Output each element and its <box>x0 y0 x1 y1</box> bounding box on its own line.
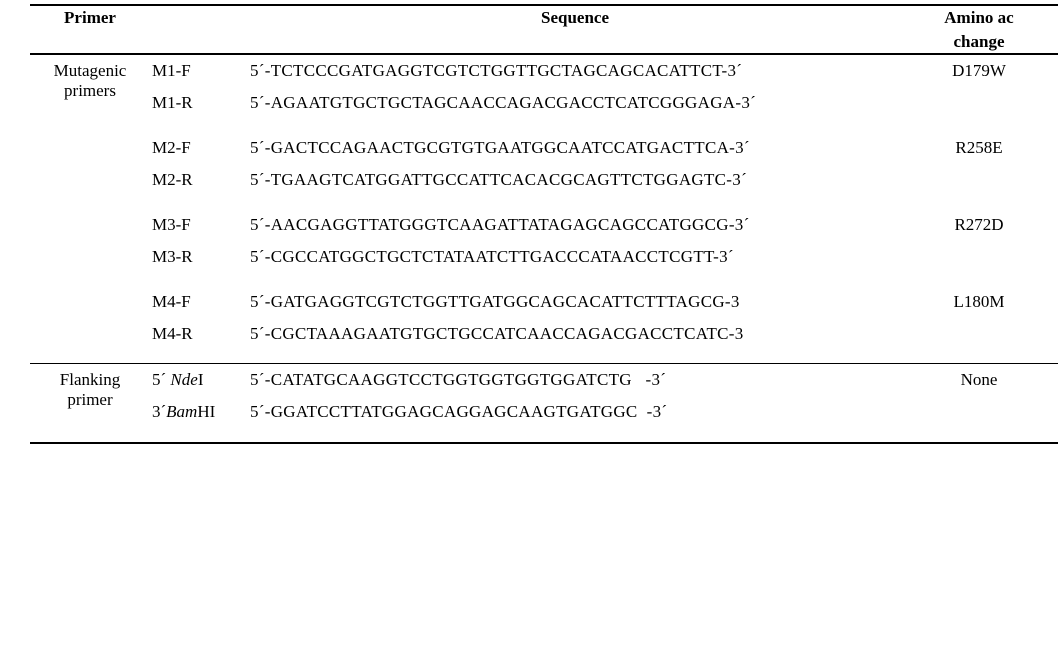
row-spacer <box>30 428 1058 443</box>
enzyme-pre: 5´ <box>152 370 170 389</box>
primer-name: M1-R <box>150 87 250 119</box>
group-label: Mutagenic primers <box>30 54 150 118</box>
table-row: 3´BamHI 5´-GGATCCTTATGGAGCAGGAGCAAGTGATG… <box>30 396 1058 428</box>
table-row: M4-F 5´-GATGAGGTCGTCTGGTTGATGGCAGCACATTC… <box>30 286 1058 318</box>
primer-sequence: 5´-CGCCATGGCTGCTCTATAATCTTGACCCATAACCTCG… <box>250 241 900 273</box>
table-row: Mutagenic primers M1-F 5´-TCTCCCGATGAGGT… <box>30 54 1058 87</box>
group-label: Flanking primer <box>30 364 150 428</box>
table-row: M4-R 5´-CGCTAAAGAATGTGCTGCCATCAACCAGACGA… <box>30 318 1058 350</box>
primer-sequence: 5´-TCTCCCGATGAGGTCGTCTGGTTGCTAGCAGCACATT… <box>250 54 900 87</box>
group-label-line: primers <box>64 81 116 100</box>
primer-name: M4-F <box>150 286 250 318</box>
enzyme-pre: 3´ <box>152 402 166 421</box>
table-row: M2-F 5´-GACTCCAGAACTGCGTGTGAATGGCAATCCAT… <box>30 132 1058 164</box>
col-header-blank <box>150 5 250 30</box>
col-header-sequence: Sequence <box>250 5 900 30</box>
group-label-line: Mutagenic <box>54 61 127 80</box>
primer-name: M2-F <box>150 132 250 164</box>
row-spacer <box>30 272 1058 286</box>
primer-name: M2-R <box>150 164 250 196</box>
primer-sequence: 5´-GGATCCTTATGGAGCAGGAGCAAGTGATGGC -3´ <box>250 396 900 428</box>
primer-name: 5´ NdeI <box>150 364 250 396</box>
header-row-2: change <box>30 30 1058 55</box>
primer-sequence: 5´-AGAATGTGCTGCTAGCAACCAGACGACCTCATCGGGA… <box>250 87 900 119</box>
table-row: M3-R 5´-CGCCATGGCTGCTCTATAATCTTGACCCATAA… <box>30 241 1058 273</box>
primer-name: M1-F <box>150 54 250 87</box>
primer-sequence: 5´-CGCTAAAGAATGTGCTGCCATCAACCAGACGACCTCA… <box>250 318 900 350</box>
primer-name: 3´BamHI <box>150 396 250 428</box>
amino-change: R258E <box>900 132 1058 164</box>
row-spacer <box>30 349 1058 364</box>
primer-sequence: 5´-GATGAGGTCGTCTGGTTGATGGCAGCACATTCTTTAG… <box>250 286 900 318</box>
amino-change: D179W <box>900 54 1058 87</box>
primer-name: M4-R <box>150 318 250 350</box>
col-header-amino-2: change <box>900 30 1058 55</box>
enzyme-italic: Nde <box>170 370 197 389</box>
header-row-1: Primer Sequence Amino ac <box>30 5 1058 30</box>
enzyme-italic: Bam <box>166 402 197 421</box>
primer-sequence: 5´-CATATGCAAGGTCCTGGTGGTGGTGGATCTG -3´ <box>250 364 900 396</box>
col-header-primer: Primer <box>30 5 150 30</box>
enzyme-post: HI <box>197 402 215 421</box>
primer-sequence: 5´-GACTCCAGAACTGCGTGTGAATGGCAATCCATGACTT… <box>250 132 900 164</box>
amino-change: R272D <box>900 209 1058 241</box>
group-label-line: primer <box>67 390 112 409</box>
col-header-amino-1: Amino ac <box>900 5 1058 30</box>
primer-table: Primer Sequence Amino ac change Mutageni… <box>30 4 1058 444</box>
group-label-line: Flanking <box>60 370 120 389</box>
amino-change: L180M <box>900 286 1058 318</box>
primer-table-container: Primer Sequence Amino ac change Mutageni… <box>0 0 1058 649</box>
amino-change: None <box>900 364 1058 396</box>
primer-sequence: 5´-AACGAGGTTATGGGTCAAGATTATAGAGCAGCCATGG… <box>250 209 900 241</box>
table-row: M3-F 5´-AACGAGGTTATGGGTCAAGATTATAGAGCAGC… <box>30 209 1058 241</box>
table-row: M2-R 5´-TGAAGTCATGGATTGCCATTCACACGCAGTTC… <box>30 164 1058 196</box>
row-spacer <box>30 118 1058 132</box>
table-row: M1-R 5´-AGAATGTGCTGCTAGCAACCAGACGACCTCAT… <box>30 87 1058 119</box>
primer-name: M3-F <box>150 209 250 241</box>
row-spacer <box>30 195 1058 209</box>
table-row: Flanking primer 5´ NdeI 5´-CATATGCAAGGTC… <box>30 364 1058 396</box>
primer-name: M3-R <box>150 241 250 273</box>
primer-sequence: 5´-TGAAGTCATGGATTGCCATTCACACGCAGTTCTGGAG… <box>250 164 900 196</box>
enzyme-post: I <box>198 370 204 389</box>
